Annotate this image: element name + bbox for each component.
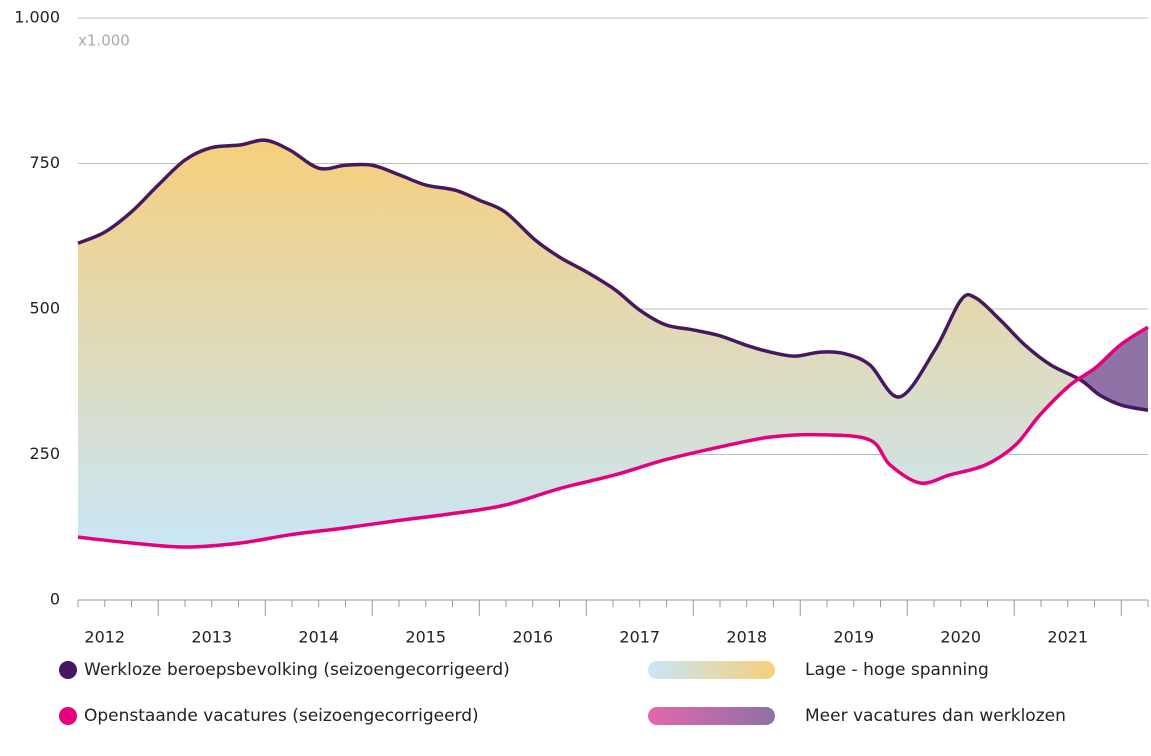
legend-label: Openstaande vacatures (seizoengecorrigee… xyxy=(84,706,479,726)
x-tick-label: 2020 xyxy=(940,628,981,647)
y-tick-label: 750 xyxy=(29,153,60,172)
legend-label: Werkloze beroepsbevolking (seizoengecorr… xyxy=(84,660,510,680)
y-tick-label: 500 xyxy=(29,299,60,318)
x-tick-label: 2018 xyxy=(726,628,767,647)
legend-label: Meer vacatures dan werklozen xyxy=(805,706,1066,726)
x-tick-label: 2014 xyxy=(298,628,339,647)
x-tick-label: 2019 xyxy=(833,628,874,647)
x-tick-label: 2015 xyxy=(405,628,446,647)
legend-swatch xyxy=(648,707,775,725)
y-tick-label: 0 xyxy=(50,590,60,609)
tension-area xyxy=(78,140,1148,548)
legend-marker xyxy=(59,661,77,679)
y-tick-label: 1.000 xyxy=(14,8,60,27)
x-tick-label: 2017 xyxy=(619,628,660,647)
legend-swatch xyxy=(648,661,775,679)
y-tick-label: 250 xyxy=(29,444,60,463)
legend-marker xyxy=(59,707,77,725)
legend-label: Lage - hoge spanning xyxy=(805,660,989,680)
series-line xyxy=(77,325,1149,549)
x-tick-label: 2021 xyxy=(1047,628,1088,647)
x-tick-label: 2013 xyxy=(191,628,232,647)
x-tick-label: 2016 xyxy=(512,628,553,647)
x-tick-label: 2012 xyxy=(84,628,125,647)
unit-annotation: x1.000 xyxy=(78,32,130,50)
series-line xyxy=(77,138,1149,412)
